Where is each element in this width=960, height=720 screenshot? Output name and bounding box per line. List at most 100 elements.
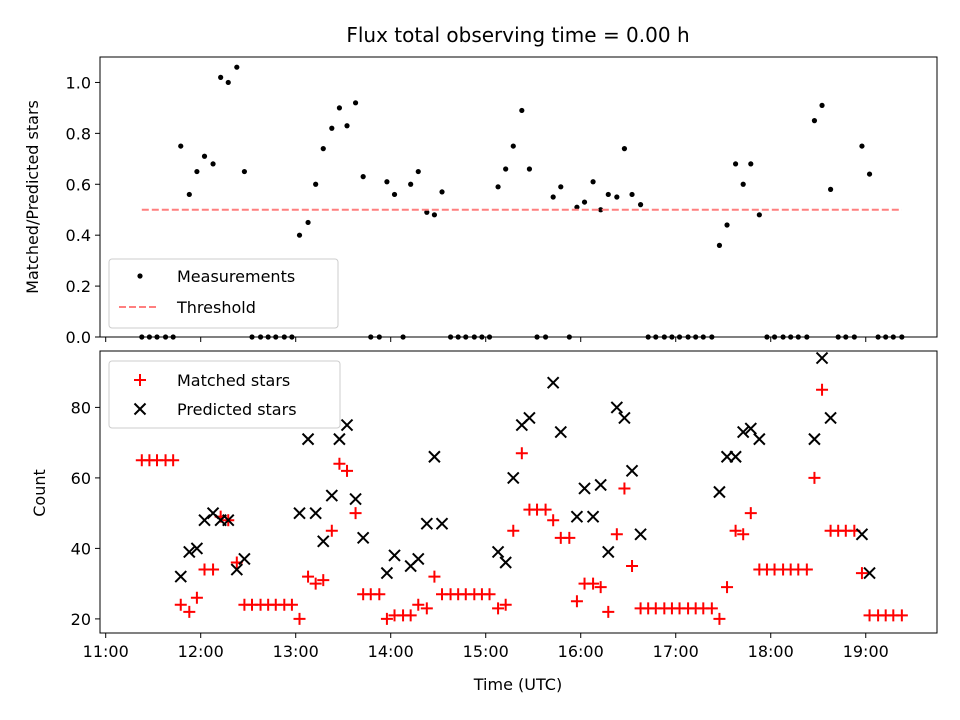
y-tick-label: 0.4 xyxy=(66,226,91,245)
matched-stars-point xyxy=(855,567,868,580)
y-tick-label: 80 xyxy=(71,398,91,417)
count-y-axis-label: Count xyxy=(30,469,49,517)
matched-stars-point xyxy=(309,577,322,590)
predicted-stars-point xyxy=(325,489,339,502)
matched-stars-point xyxy=(602,605,615,618)
measurements-point xyxy=(439,189,445,195)
measurements-point xyxy=(581,199,588,205)
matched-stars-point xyxy=(183,605,196,618)
predicted-stars-point xyxy=(380,566,394,580)
chart-title: Flux total observing time = 0.00 h xyxy=(346,23,689,47)
y-tick-label: 0.6 xyxy=(66,175,91,194)
matched-stars-point xyxy=(800,563,813,576)
legend-matched-marker xyxy=(134,374,146,386)
measurements-point xyxy=(605,191,611,198)
matched-stars-point xyxy=(618,482,631,495)
matched-stars-point xyxy=(816,383,829,396)
matched-stars-point xyxy=(587,577,600,590)
legend-threshold-label: Threshold xyxy=(176,298,256,317)
measurements-point xyxy=(424,209,430,215)
predicted-stars-point xyxy=(523,411,536,425)
y-tick-label: 0.2 xyxy=(66,277,91,296)
matched-stars-point xyxy=(285,598,298,611)
measurements-point xyxy=(574,204,580,210)
x-tick-label: 15:00 xyxy=(463,642,509,661)
matched-stars-point xyxy=(547,514,560,527)
predicted-stars-point xyxy=(301,432,315,446)
matched-stars-point xyxy=(404,609,417,622)
x-tick-label: 16:00 xyxy=(558,642,604,661)
matched-stars-point xyxy=(808,471,821,484)
legend-matched-label: Matched stars xyxy=(177,371,290,390)
measurements-point xyxy=(811,118,818,124)
y-tick-label: 1.0 xyxy=(66,73,91,92)
predicted-stars-point xyxy=(183,545,196,559)
matched-stars-point xyxy=(167,454,180,467)
predicted-stars-point xyxy=(333,432,346,446)
measurements-point xyxy=(614,194,620,200)
predicted-stars-point xyxy=(198,513,211,527)
matched-stars-point xyxy=(317,574,330,587)
predicted-stars-point xyxy=(317,535,330,548)
matched-stars-point xyxy=(507,524,520,537)
predicted-stars-point xyxy=(507,471,520,485)
matched-stars-point xyxy=(380,612,393,625)
measurements-point xyxy=(748,161,754,167)
x-tick-label: 14:00 xyxy=(368,642,414,661)
predicted-stars-point xyxy=(309,506,322,520)
predicted-stars-point xyxy=(824,411,837,425)
matched-stars-point xyxy=(570,595,583,608)
matched-stars-point xyxy=(895,609,908,622)
predicted-stars-point xyxy=(428,450,441,463)
y-tick-label: 20 xyxy=(71,610,91,629)
matched-stars-point xyxy=(483,588,496,601)
measurements-point xyxy=(550,194,556,200)
measurements-point xyxy=(495,184,501,190)
matched-stars-point xyxy=(190,591,203,604)
measurements-point xyxy=(637,202,644,208)
count-axes-frame xyxy=(99,350,938,634)
measurements-point xyxy=(408,181,414,187)
measurements-point xyxy=(519,107,525,114)
predicted-stars-point xyxy=(420,517,434,530)
matched-stars-point xyxy=(325,524,338,537)
predicted-stars-point xyxy=(863,566,876,580)
measurements-point xyxy=(218,74,224,80)
x-tick-label: 17:00 xyxy=(653,642,699,661)
count-y-ticks: 20 40 60 80 xyxy=(71,398,100,629)
predicted-stars-point xyxy=(349,492,362,506)
predicted-stars-point xyxy=(625,464,639,478)
matched-stars-point xyxy=(594,581,607,594)
measurements-point xyxy=(186,191,192,198)
matched-stars-point xyxy=(428,570,441,583)
matched-stars-point xyxy=(539,503,552,516)
predicted-stars-point xyxy=(190,542,204,555)
measurements-point xyxy=(724,222,730,228)
measurements-point xyxy=(305,219,311,226)
measurements-point xyxy=(629,191,635,198)
ratio-y-ticks: 0.0 0.2 0.4 0.6 0.8 1.0 xyxy=(66,73,100,347)
legend-predicted-label: Predicted stars xyxy=(177,400,297,419)
x-tick-label: 11:00 xyxy=(83,642,129,661)
count-x-ticks: 11:00 12:00 13:00 14:00 15:00 16:00 17:00 18:00… xyxy=(83,633,889,661)
ratio-legend: Measurements Threshold xyxy=(108,258,339,329)
predicted-stars-point xyxy=(356,531,370,545)
ratio-axes-frame xyxy=(99,56,938,338)
predicted-stars-point xyxy=(230,563,244,576)
x-axis-label: Time (UTC) xyxy=(473,675,562,694)
predicted-stars-point xyxy=(602,545,615,559)
predicted-stars-point xyxy=(174,570,187,583)
measurements-point xyxy=(313,181,319,187)
matched-stars-point xyxy=(721,581,734,594)
ratio-x-ticks xyxy=(105,337,867,342)
measurements-point xyxy=(336,105,343,111)
matched-stars-point xyxy=(333,457,346,470)
measurements-point xyxy=(329,125,335,131)
predicted-stars-point xyxy=(586,510,600,523)
predicted-stars-point xyxy=(491,545,505,559)
measurements-point xyxy=(503,166,509,172)
predicted-stars-point xyxy=(618,411,631,425)
measurements-point xyxy=(360,174,366,180)
measurements-point xyxy=(732,161,739,167)
